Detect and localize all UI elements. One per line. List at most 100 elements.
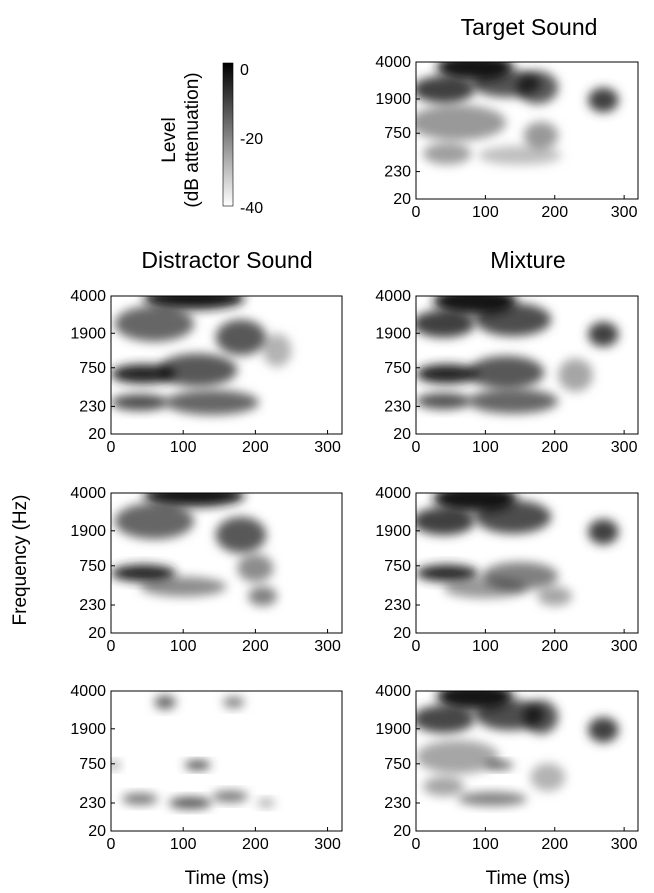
heatmap-cells <box>416 296 619 414</box>
y-tick-label: 4000 <box>70 683 106 700</box>
y-tick-label: 230 <box>384 164 411 181</box>
heatmap-blob <box>478 145 562 165</box>
heatmap-blob <box>121 793 158 805</box>
x-tick-label: 100 <box>170 439 197 456</box>
x-tick-label: 300 <box>314 638 341 655</box>
panel-mixture-3: 20 230 750 1900 4000 0 100 200 300 <box>375 683 639 853</box>
x-tick-label: 100 <box>472 439 499 456</box>
y-tick-label: 230 <box>384 795 411 812</box>
y-tick-label: 750 <box>79 756 106 773</box>
y-axis-label: Frequency (Hz) <box>10 495 31 626</box>
heatmap-blob <box>523 700 559 734</box>
y-tick-label: 230 <box>79 398 106 415</box>
x-tick-label: 0 <box>412 204 421 221</box>
heatmap-blob <box>212 790 249 803</box>
title-target-sound: Target Sound <box>461 14 598 40</box>
heatmap-blob <box>114 305 195 342</box>
x-tick-label: 100 <box>170 638 197 655</box>
y-tick-label: 4000 <box>375 288 411 305</box>
x-tick-label: 200 <box>242 439 269 456</box>
heatmap-blob <box>416 104 507 141</box>
panel-distractor-3: 20 230 750 1900 4000 0 100 200 300 <box>70 683 343 853</box>
heatmap-blob <box>530 763 566 792</box>
heatmap-blob <box>416 564 479 582</box>
y-tick-label: 1900 <box>375 721 411 738</box>
heatmap-blob <box>457 791 527 806</box>
x-tick-label: 200 <box>541 638 568 655</box>
colorbar-tick-0: 0 <box>240 62 249 79</box>
y-tick-label: 750 <box>384 360 411 377</box>
heatmap-cells <box>416 493 619 606</box>
heatmap-blob <box>165 389 259 415</box>
heatmap-blob <box>588 87 619 113</box>
colorbar-title-line2: (dB attenuation) <box>182 72 203 207</box>
heatmap-cells <box>111 695 275 809</box>
x-tick-label: 300 <box>611 439 638 456</box>
y-tick-label: 230 <box>79 597 106 614</box>
x-tick-label: 0 <box>107 439 116 456</box>
y-tick-label: 20 <box>393 823 411 840</box>
heatmap-blob <box>474 500 552 534</box>
heatmap-blob <box>416 364 479 384</box>
heatmap-blob <box>114 502 195 540</box>
panel-frame <box>415 61 639 200</box>
heatmap-blob <box>474 302 552 337</box>
y-tick-label: 1900 <box>375 523 411 540</box>
panel-frame <box>110 295 343 435</box>
heatmap-blob <box>168 797 213 809</box>
colorbar: 0 -20 -40 Level (dB attenuation) <box>159 62 263 217</box>
x-axis-label-right: Time (ms) <box>486 868 571 889</box>
y-tick-label: 750 <box>79 360 106 377</box>
y-tick-label: 20 <box>88 625 106 642</box>
y-tick-label: 20 <box>88 426 106 443</box>
heatmap-cells <box>416 62 619 165</box>
panel-frame <box>415 492 639 634</box>
y-tick-label: 20 <box>88 823 106 840</box>
y-tick-label: 4000 <box>375 54 411 71</box>
heatmap-blob <box>248 586 278 606</box>
y-tick-label: 4000 <box>70 485 106 502</box>
heatmap-blob <box>143 296 245 310</box>
y-tick-label: 230 <box>384 398 411 415</box>
panel-frame <box>110 492 343 634</box>
panel-mixture-1: 20 230 750 1900 4000 0 100 200 300 <box>375 288 639 456</box>
x-tick-label: 100 <box>170 836 197 853</box>
x-tick-label: 200 <box>541 439 568 456</box>
heatmap-blob <box>416 705 475 734</box>
heatmap-blob <box>184 760 211 770</box>
x-tick-label: 300 <box>314 836 341 853</box>
y-tick-label: 750 <box>384 558 411 575</box>
heatmap-blob <box>516 70 559 104</box>
colorbar-tick-minus40: -40 <box>240 200 263 217</box>
heatmap-blob <box>215 319 267 356</box>
panel-frame <box>415 295 639 435</box>
heatmap-blob <box>157 353 238 387</box>
x-tick-label: 200 <box>242 638 269 655</box>
x-tick-label: 100 <box>472 638 499 655</box>
heatmap-cells <box>111 493 278 606</box>
x-tick-label: 0 <box>412 638 421 655</box>
y-tick-label: 4000 <box>375 485 411 502</box>
x-tick-label: 300 <box>611 836 638 853</box>
heatmap-blob <box>257 798 275 808</box>
colorbar-tick-minus20: -20 <box>240 131 263 148</box>
x-tick-label: 300 <box>314 439 341 456</box>
heatmap-blob <box>143 493 245 507</box>
x-tick-label: 200 <box>541 204 568 221</box>
heatmap-cells <box>416 691 619 806</box>
title-distractor-sound: Distractor Sound <box>141 247 312 273</box>
y-tick-label: 1900 <box>70 325 106 342</box>
y-tick-label: 1900 <box>70 523 106 540</box>
x-tick-label: 0 <box>107 836 116 853</box>
heatmap-blob <box>262 333 292 367</box>
heatmap-blob <box>422 776 465 797</box>
heatmap-blob <box>443 578 527 599</box>
x-tick-label: 300 <box>611 638 638 655</box>
x-tick-label: 0 <box>412 836 421 853</box>
heatmap-blob <box>588 321 619 347</box>
y-tick-label: 750 <box>384 125 411 142</box>
y-tick-label: 750 <box>384 756 411 773</box>
heatmap-blob <box>111 760 121 770</box>
